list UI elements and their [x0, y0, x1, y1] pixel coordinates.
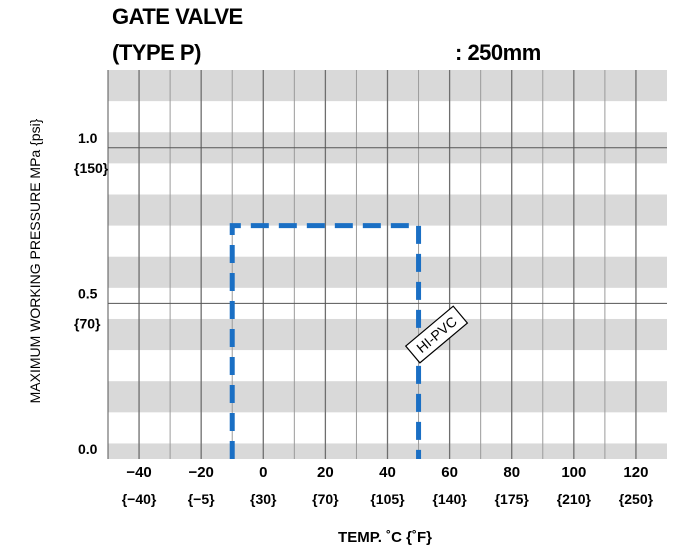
y-tick-label: 0.5 [78, 285, 98, 301]
x-tick-label-c: 40 [379, 464, 396, 481]
series-label-box [404, 305, 469, 364]
chart-title: GATE VALVE [112, 4, 243, 29]
x-tick-label-c: 0 [259, 464, 267, 481]
valve-type-label: (TYPE P) [112, 40, 201, 65]
y-axis-label: MAXIMUM WORKING PRESSURE MPa {psi} [27, 118, 43, 403]
x-tick-label-c: −40 [126, 464, 151, 481]
x-tick-label-f: {250} [619, 491, 654, 507]
x-tick-label-c: −20 [188, 464, 213, 481]
x-tick-label-f: {210} [557, 491, 592, 507]
x-tick-label-f: {−40} [122, 491, 157, 507]
x-tick-label-f: {175} [495, 491, 530, 507]
x-tick-label-f: {140} [432, 491, 467, 507]
y-tick-label: 1.0 [78, 130, 98, 146]
valve-size-label: : 250mm [455, 40, 541, 65]
x-axis-label: TEMP. ˚C {˚F} [338, 529, 432, 546]
x-tick-label-c: 60 [441, 464, 458, 481]
x-tick-label-c: 20 [317, 464, 334, 481]
x-tick-label-f: {30} [250, 491, 277, 507]
x-tick-label-c: 80 [503, 464, 520, 481]
y-tick-psi-label: {70} [74, 315, 101, 331]
x-tick-label-c: 120 [623, 464, 648, 481]
x-tick-label-f: {70} [312, 491, 339, 507]
x-axis-ticks: −40 {−40} −20 {−5} 0 {30} 20 {70} 40 {105} 60 {140}… [122, 464, 654, 507]
x-tick-label-c: 100 [561, 464, 586, 481]
y-axis-ticks: 1.0 {150} 0.5 {70} 0.0 [74, 130, 109, 457]
y-tick-label: 0.0 [78, 441, 98, 457]
chart-grid [107, 70, 667, 459]
x-tick-label-f: {105} [370, 491, 405, 507]
x-tick-label-f: {−5} [188, 491, 215, 507]
y-tick-psi-label: {150} [74, 160, 109, 176]
